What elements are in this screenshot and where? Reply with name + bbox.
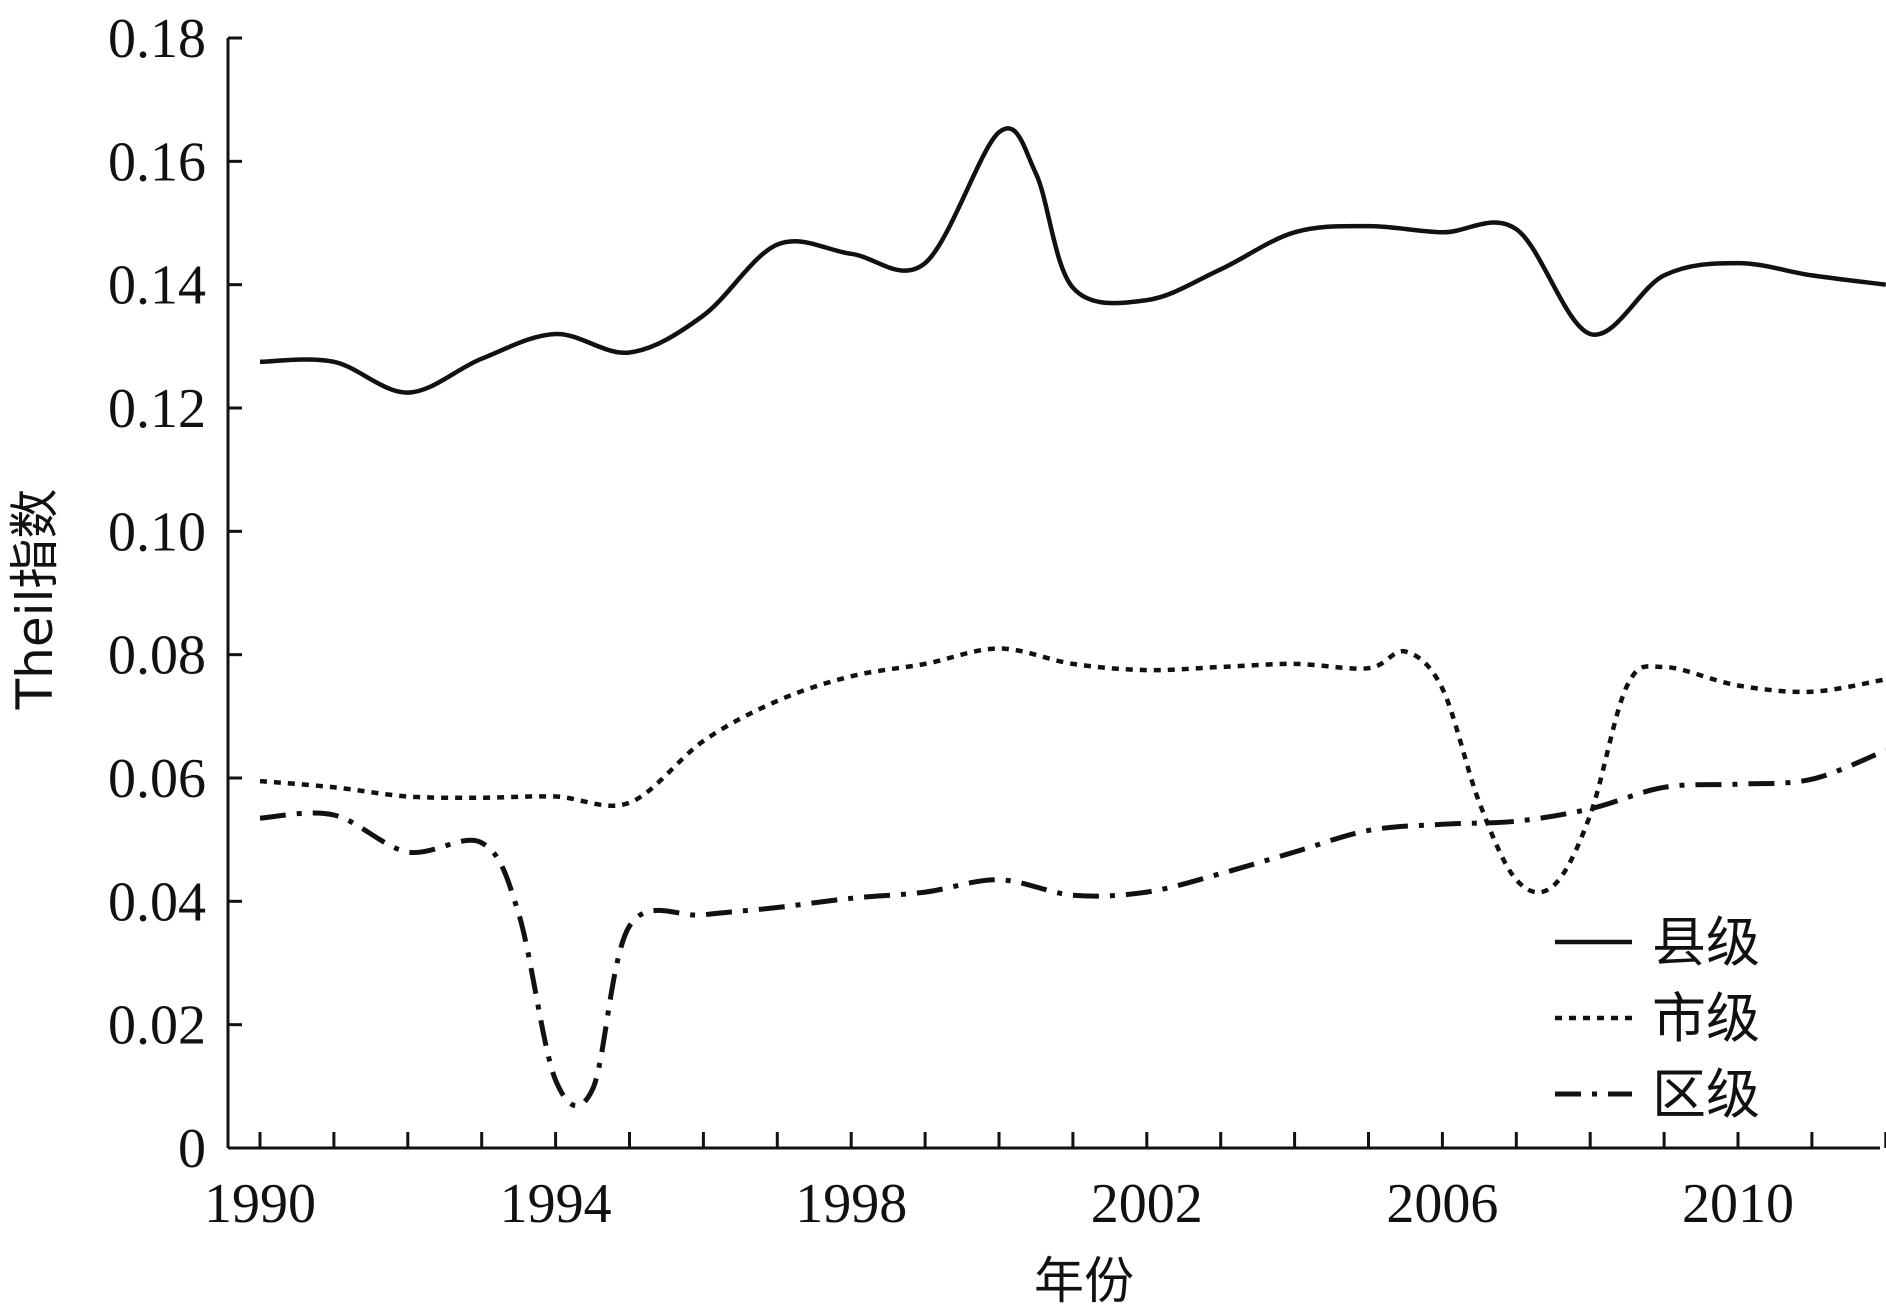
y-tick-label: 0.08 — [108, 625, 206, 687]
x-tick-label: 1998 — [795, 1173, 907, 1235]
x-axis-title: 年份 — [1034, 1252, 1134, 1310]
y-tick-label: 0.04 — [108, 871, 206, 933]
y-tick-label: 0.06 — [108, 748, 206, 810]
series-lines — [259, 126, 1886, 1109]
y-tick-label: 0.16 — [108, 131, 206, 193]
y-tick-label: 0.14 — [108, 255, 206, 317]
y-tick-label: 0.10 — [108, 501, 206, 563]
x-tick-label: 1994 — [500, 1173, 612, 1235]
series-line-0 — [259, 126, 1886, 395]
y-tick-label: 0 — [178, 1118, 206, 1180]
x-tick-label: 1990 — [204, 1173, 316, 1235]
legend-label-1: 市级 — [1652, 987, 1760, 1050]
y-tick-label: 0.18 — [108, 8, 206, 70]
x-tick-label: 2002 — [1091, 1173, 1203, 1235]
y-tick-label: 0.12 — [108, 378, 206, 440]
series-line-2 — [259, 747, 1886, 1109]
legend-label-0: 县级 — [1652, 911, 1760, 974]
legend-label-2: 区级 — [1652, 1063, 1760, 1126]
y-axis-title: Theil指数 — [6, 489, 64, 711]
y-ticks: 0 0.02 0.04 0.06 0.08 0.10 0.12 0.14 0.16 0.18 — [108, 8, 242, 1180]
x-tick-label: 2010 — [1682, 1173, 1794, 1235]
x-tick-label: 2006 — [1386, 1173, 1498, 1235]
x-ticks: 1990 1994 1998 2002 2006 2010 — [204, 1132, 1886, 1235]
y-tick-label: 0.02 — [108, 995, 206, 1057]
series-line-1 — [259, 646, 1886, 895]
axes: 0 0.02 0.04 0.06 0.08 0.10 0.12 0.14 0.16 0.18 19… — [108, 8, 1886, 1235]
